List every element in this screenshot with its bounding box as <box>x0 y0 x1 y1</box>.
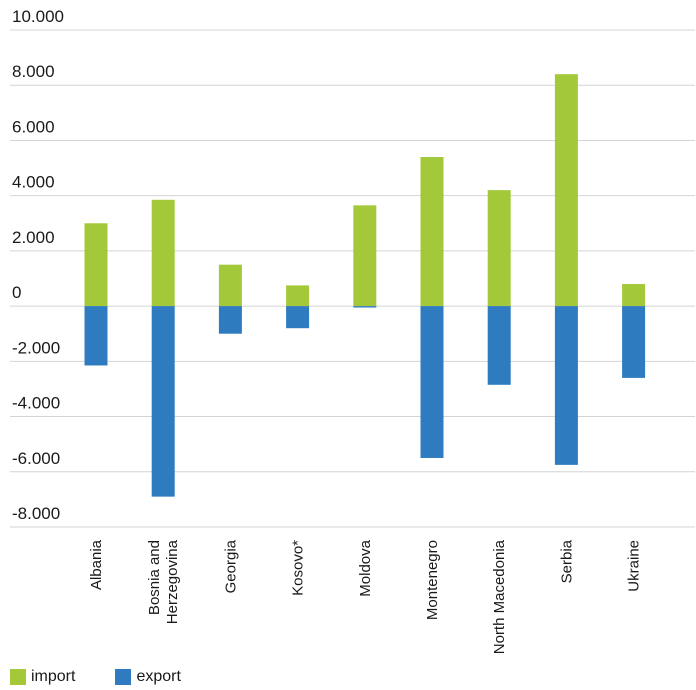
bar-export <box>218 306 242 334</box>
x-category-label: North Macedonia <box>491 539 508 654</box>
y-tick-label: 6.000 <box>12 117 55 136</box>
y-tick-label: 10.000 <box>12 7 64 26</box>
export-swatch <box>115 669 132 685</box>
bar-import <box>84 223 108 307</box>
bar-export <box>151 306 175 497</box>
x-category-label: Ukraine <box>626 540 643 592</box>
x-axis-category-labels: Albania Bosnia andHerzegovina Georgia Kosov… <box>88 539 643 654</box>
legend-label-export: export <box>136 668 181 685</box>
gridlines <box>10 29 695 528</box>
bar-import <box>218 264 242 307</box>
x-category-label: Moldova <box>357 539 374 596</box>
bar-export <box>554 306 578 465</box>
bar-import <box>420 157 444 307</box>
legend-item-import: import <box>10 668 75 686</box>
bar-import <box>622 284 646 307</box>
bar-export <box>420 306 444 458</box>
bar-import <box>151 199 175 307</box>
y-tick-label: -2.000 <box>12 338 60 357</box>
bar-import <box>554 74 578 307</box>
bar-export <box>622 306 646 378</box>
y-tick-label: -6.000 <box>12 449 60 468</box>
bar-export <box>84 306 108 366</box>
bar-export <box>487 306 511 385</box>
y-tick-label: -4.000 <box>12 394 60 413</box>
y-tick-label: 0 <box>12 283 21 302</box>
bar-export <box>353 306 377 308</box>
bar-import <box>286 285 310 307</box>
x-category-label: Georgia <box>222 539 239 593</box>
x-category-label: Albania <box>88 539 105 590</box>
legend: import export <box>10 668 181 686</box>
bar-export <box>286 306 310 329</box>
x-category-label: Serbia <box>558 539 575 583</box>
x-category-label: Bosnia andHerzegovina <box>146 539 181 624</box>
bars <box>84 74 646 497</box>
y-tick-label: 2.000 <box>12 228 55 247</box>
bar-import <box>487 190 511 307</box>
y-tick-label: 4.000 <box>12 173 55 192</box>
y-tick-label: -8.000 <box>12 504 60 523</box>
import-swatch <box>10 669 26 685</box>
bar-import <box>353 205 377 307</box>
bar-chart: 10.000 8.000 6.000 4.000 2.000 0 -2.000 -4.000 -… <box>10 7 695 654</box>
legend-label-import: import <box>31 668 76 685</box>
y-tick-label: 8.000 <box>12 62 55 81</box>
x-category-label: Kosovo* <box>290 540 307 596</box>
y-axis-tick-labels: 10.000 8.000 6.000 4.000 2.000 0 -2.000 -4.000 -… <box>12 7 64 523</box>
legend-item-export: export <box>115 668 181 686</box>
x-category-label: Montenegro <box>424 540 441 620</box>
